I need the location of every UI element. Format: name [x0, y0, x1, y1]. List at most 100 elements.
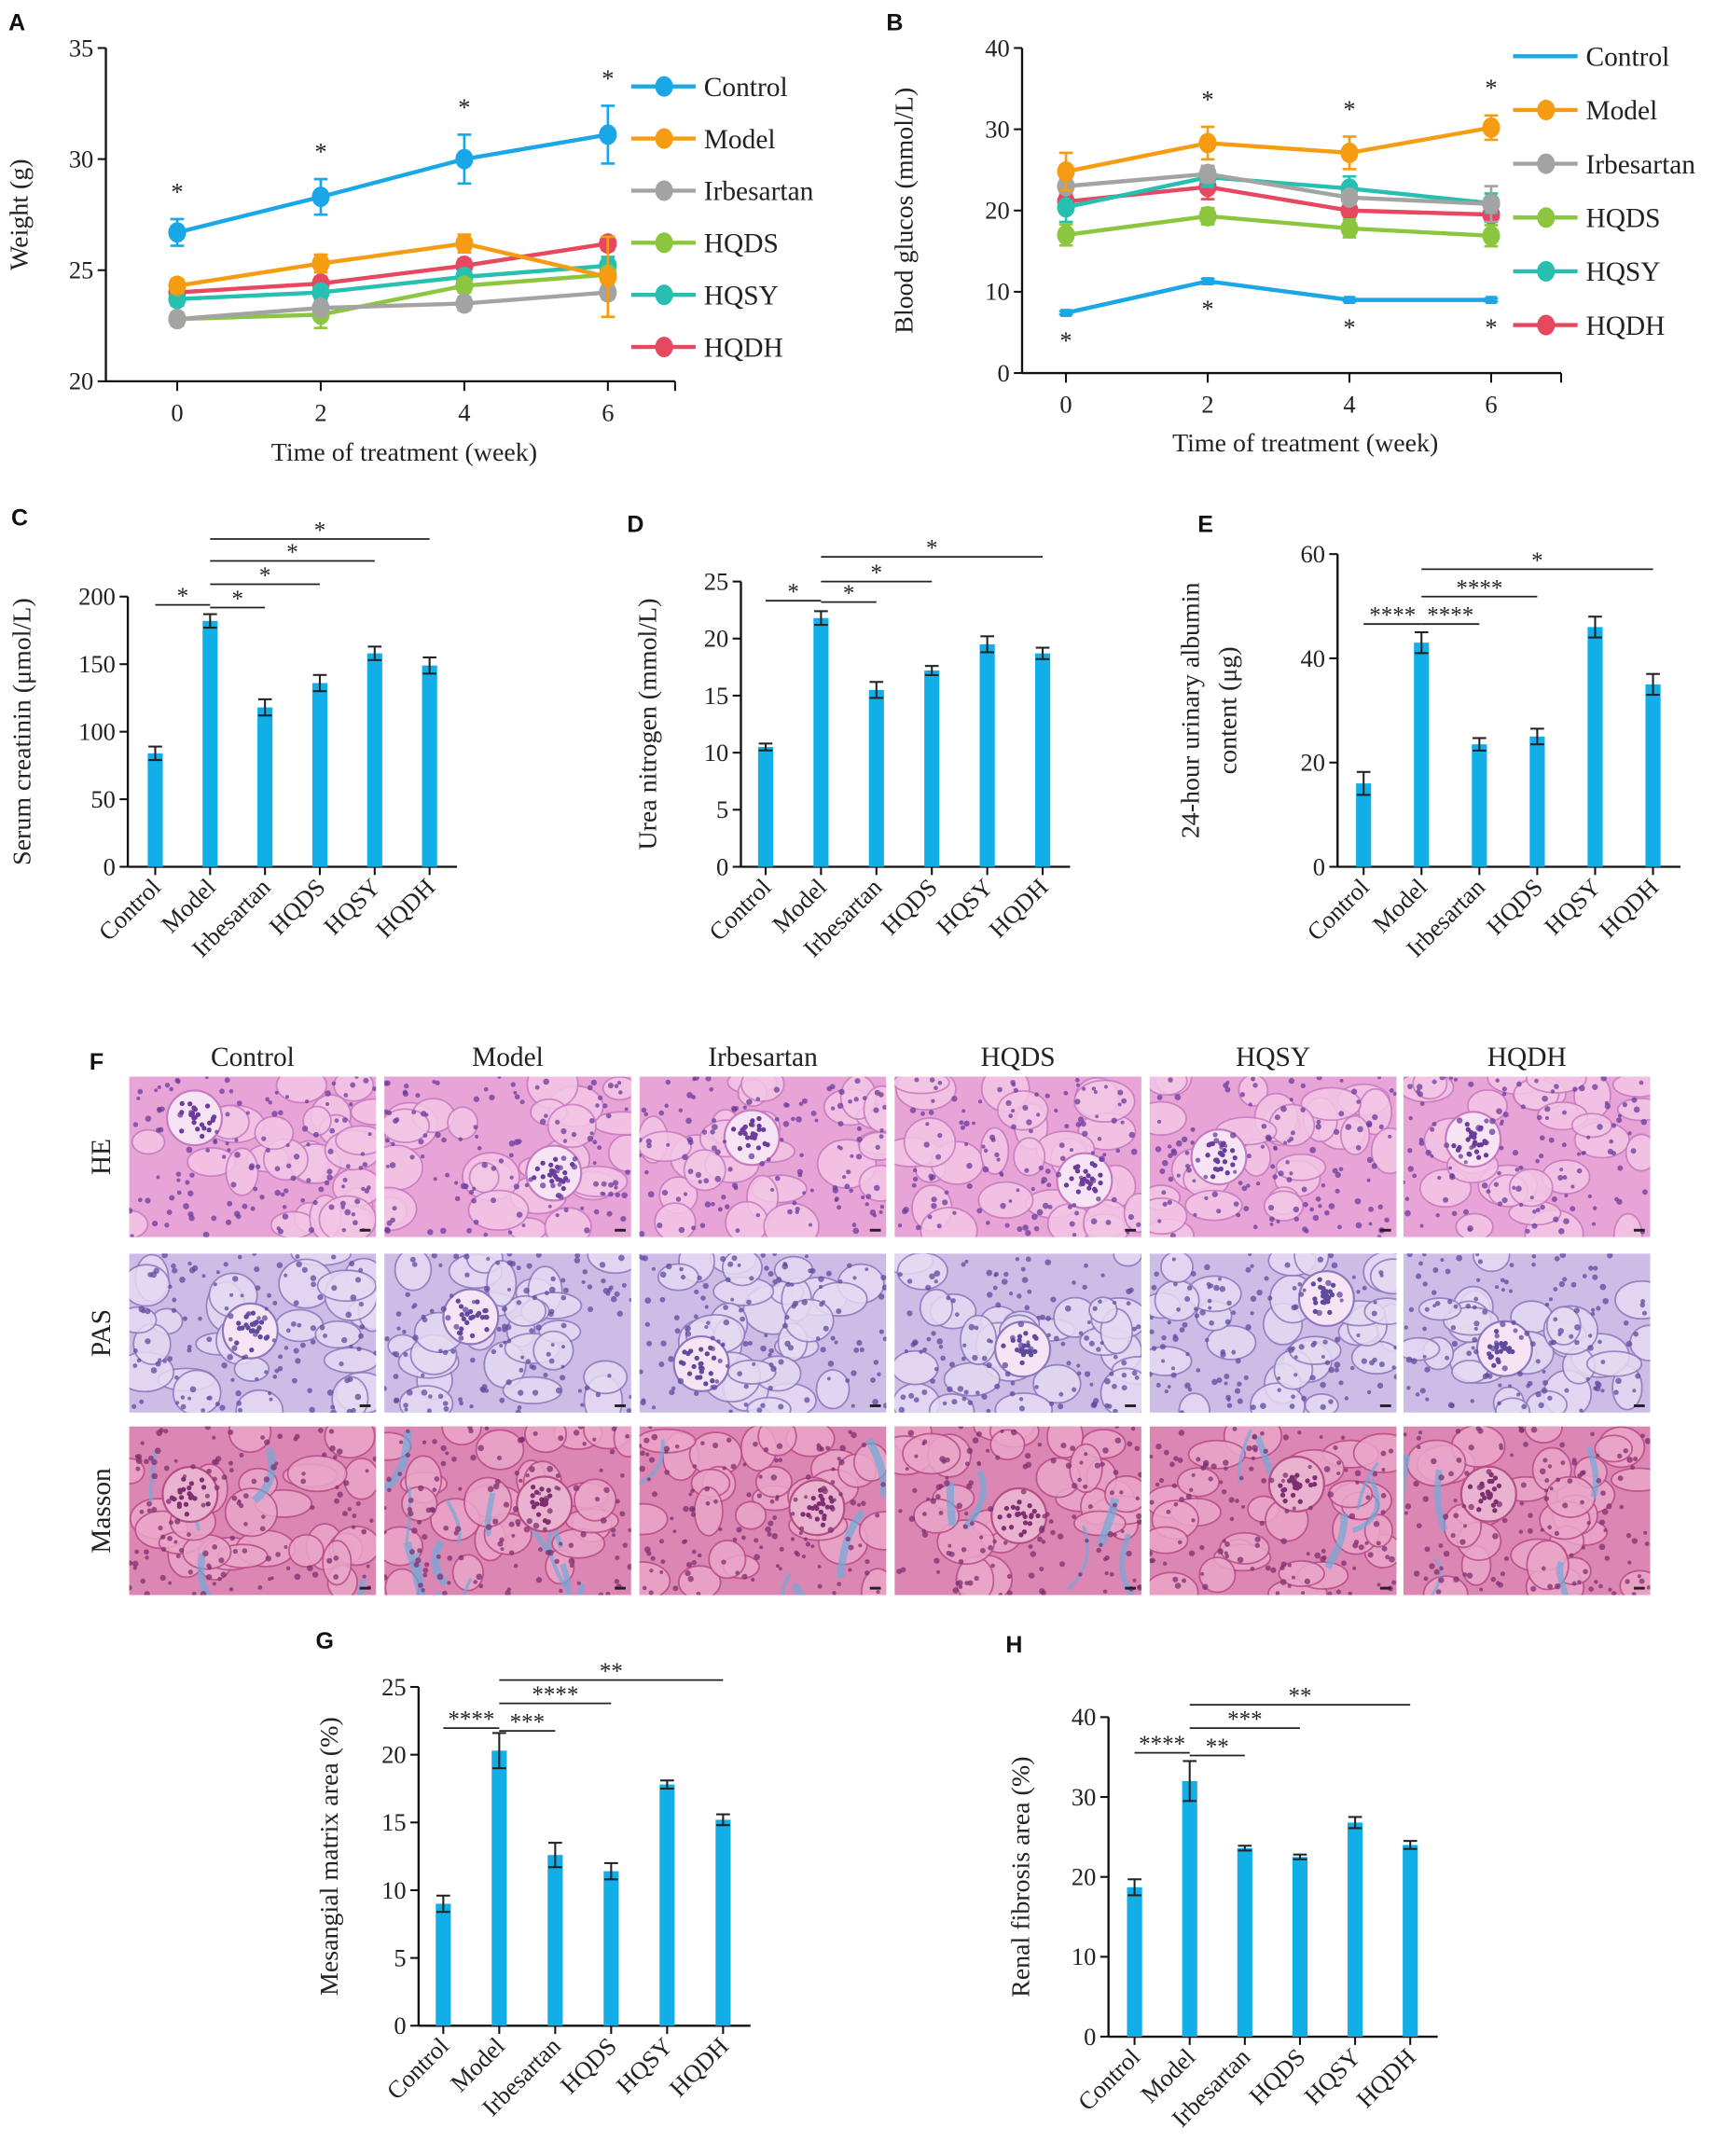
nucleus: [263, 1476, 270, 1483]
nucleus: [1356, 1333, 1361, 1337]
nucleus: [519, 1099, 525, 1105]
nucleus: [1069, 1176, 1074, 1182]
nucleus: [750, 1118, 755, 1124]
nucleus: [1238, 1475, 1244, 1481]
nucleus: [432, 1439, 437, 1444]
nucleus: [1184, 1382, 1191, 1389]
nucleus: [206, 1396, 211, 1401]
nucleus: [458, 1137, 463, 1141]
tubule: [613, 1426, 631, 1458]
nucleus: [468, 1189, 475, 1195]
nucleus: [1495, 1078, 1500, 1083]
scale-bar: [1633, 1586, 1645, 1590]
nucleus: [1578, 1085, 1585, 1092]
nucleus: [1391, 1580, 1397, 1585]
nucleus: [639, 1137, 643, 1142]
nucleus: [573, 1430, 580, 1436]
nucleus: [607, 1083, 614, 1089]
nucleus: [549, 1179, 555, 1184]
nucleus: [1590, 1311, 1596, 1317]
nucleus: [1034, 1385, 1039, 1389]
nucleus: [611, 1527, 616, 1533]
nucleus: [691, 1225, 696, 1231]
nucleus: [1187, 1285, 1193, 1291]
nucleus: [519, 1437, 524, 1443]
nucleus: [1531, 1223, 1538, 1229]
nucleus: [1391, 1365, 1396, 1370]
nucleus: [1019, 1360, 1025, 1366]
nucleus: [384, 1335, 390, 1342]
nucleus: [1149, 1455, 1154, 1459]
nucleus: [560, 1375, 566, 1381]
nucleus: [1044, 1259, 1052, 1266]
nucleus: [351, 1212, 356, 1217]
nucleus: [1047, 1204, 1053, 1209]
nucleus: [900, 1567, 906, 1573]
nucleus: [1515, 1185, 1522, 1193]
nucleus: [168, 1284, 173, 1290]
nucleus: [1526, 1383, 1530, 1389]
nucleus: [651, 1405, 656, 1410]
nucleus: [997, 1086, 1003, 1093]
nucleus: [849, 1188, 853, 1194]
nucleus: [999, 1171, 1003, 1176]
tubule: [394, 1253, 433, 1292]
nucleus: [621, 1282, 627, 1288]
micrograph-image: [894, 1076, 1141, 1237]
nucleus: [718, 1527, 723, 1532]
nucleus: [968, 1480, 975, 1486]
nucleus: [721, 1195, 726, 1200]
nucleus: [1309, 1146, 1317, 1154]
nucleus: [326, 1168, 333, 1175]
legend-label: Control: [704, 73, 788, 103]
nucleus: [937, 1081, 943, 1085]
nucleus: [926, 1497, 931, 1501]
nucleus: [1022, 1348, 1028, 1354]
nucleus: [1309, 1207, 1314, 1212]
tubule: [384, 1108, 431, 1144]
nucleus: [1192, 1179, 1196, 1183]
nucleus: [1003, 1271, 1009, 1278]
nucleus: [483, 1285, 491, 1292]
nucleus: [1410, 1358, 1418, 1365]
nucleus: [1290, 1130, 1295, 1136]
nucleus: [390, 1217, 395, 1223]
significance-label: ****: [1139, 1732, 1185, 1757]
nucleus: [1562, 1175, 1568, 1181]
nucleus: [1554, 1255, 1560, 1262]
nucleus: [340, 1336, 348, 1344]
nucleus: [913, 1397, 920, 1403]
collagen-fiber: [962, 1469, 987, 1530]
nucleus: [1367, 1552, 1374, 1558]
nucleus: [1091, 1401, 1098, 1408]
nucleus: [201, 1126, 207, 1131]
nucleus: [580, 1206, 585, 1210]
nucleus: [1600, 1360, 1606, 1364]
x-tick-label: HQDS: [263, 873, 330, 940]
nucleus: [1424, 1366, 1431, 1373]
nucleus: [1570, 1206, 1576, 1212]
nucleus: [1320, 1403, 1326, 1410]
nucleus: [861, 1442, 867, 1448]
nucleus: [1109, 1371, 1114, 1376]
nucleus: [1270, 1164, 1276, 1169]
nucleus: [601, 1278, 606, 1284]
nucleus: [816, 1444, 823, 1452]
nucleus: [151, 1506, 158, 1513]
nucleus: [545, 1550, 551, 1555]
collagen-fiber: [1096, 1497, 1120, 1548]
nucleus: [372, 1085, 377, 1091]
collagen-fiber: [1119, 1533, 1135, 1596]
nucleus: [1404, 1196, 1410, 1201]
nucleus: [1592, 1084, 1598, 1090]
nucleus: [391, 1141, 395, 1146]
nucleus: [678, 1226, 685, 1234]
nucleus: [295, 1253, 300, 1260]
nucleus: [172, 1297, 177, 1303]
nucleus: [330, 1404, 336, 1410]
nucleus: [658, 1110, 665, 1116]
nucleus: [205, 1573, 213, 1581]
nucleus: [1001, 1526, 1007, 1531]
nucleus: [680, 1275, 686, 1280]
